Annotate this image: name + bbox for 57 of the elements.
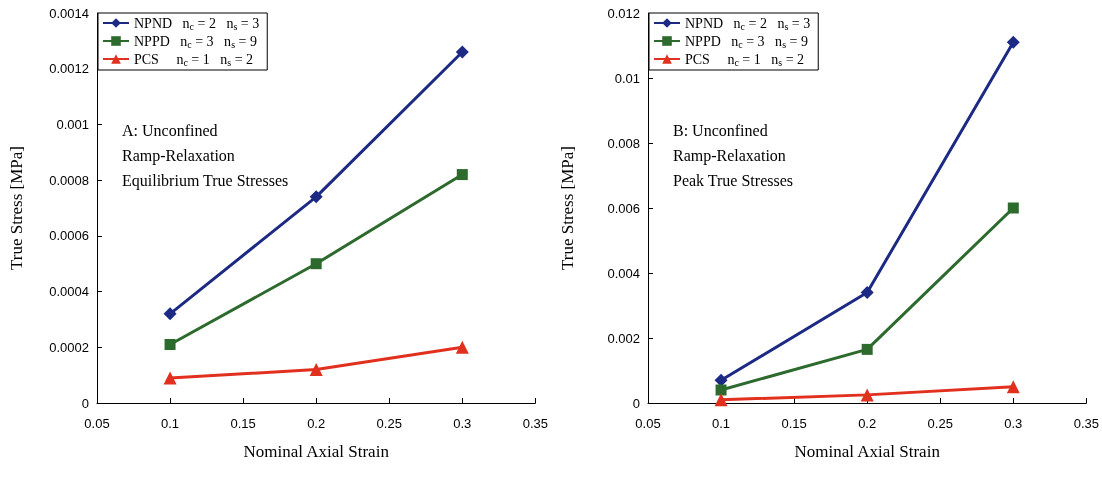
annotation: Peak True Stresses	[673, 171, 794, 189]
y-axis-title: True Stress [MPa]	[558, 145, 577, 271]
y-axis-title: True Stress [MPa]	[7, 145, 26, 271]
point	[455, 340, 469, 354]
y-tick-label: 0	[632, 395, 640, 411]
y-tick-label: 0.0008	[49, 172, 89, 188]
annotation: A: Unconfined	[122, 121, 218, 139]
point	[860, 388, 874, 402]
point	[163, 307, 177, 321]
x-tick-label: 0.35	[1073, 416, 1100, 431]
point	[1006, 380, 1020, 394]
point	[163, 371, 177, 385]
point	[309, 363, 323, 377]
x-tick-label: 0.15	[230, 416, 256, 431]
y-tick-label: 0.004	[607, 265, 640, 281]
annotation: Ramp-Relaxation	[673, 146, 786, 165]
y-tick-label: 0.0002	[49, 339, 89, 355]
y-tick-label: 0.006	[607, 200, 640, 216]
x-tick-label: 0.2	[858, 416, 877, 431]
annotation: Equilibrium True Stresses	[122, 171, 289, 190]
point	[456, 169, 468, 181]
y-tick-label: 0.001	[56, 116, 89, 132]
point	[455, 45, 469, 59]
x-tick-label: 0.3	[453, 416, 472, 431]
y-tick-label: 0.002	[607, 330, 640, 346]
x-tick-label: 0.05	[635, 416, 661, 431]
point	[1006, 35, 1020, 49]
x-tick-label: 0.1	[712, 416, 731, 431]
point	[714, 373, 728, 387]
x-tick-label: 0.1	[161, 416, 180, 431]
point	[1007, 202, 1019, 214]
point	[860, 286, 874, 299]
x-tick-label: 0.25	[927, 416, 953, 431]
annotation: B: Unconfined	[673, 121, 768, 139]
y-tick-label: 0	[81, 395, 89, 411]
y-tick-label: 0.0004	[49, 284, 89, 300]
point	[309, 190, 323, 204]
y-tick-label: 0.0014	[49, 5, 89, 21]
annotation: Ramp-Relaxation	[122, 146, 235, 165]
x-tick-label: 0.3	[1004, 416, 1023, 431]
y-tick-label: 0.0006	[49, 228, 89, 244]
x-tick-label: 0.2	[307, 416, 326, 431]
point	[861, 343, 873, 355]
point	[310, 258, 322, 270]
x-tick-label: 0.25	[376, 416, 402, 431]
x-axis-title: Nominal Axial Strain	[794, 442, 941, 461]
x-tick-label: 0.35	[522, 416, 549, 431]
point	[164, 339, 176, 350]
x-tick-label: 0.15	[781, 416, 807, 431]
y-tick-label: 0.0012	[49, 61, 89, 77]
y-tick-label: 0.01	[614, 70, 640, 86]
x-axis-title: Nominal Axial Strain	[243, 442, 390, 461]
y-tick-label: 0.012	[607, 5, 640, 21]
x-tick-label: 0.05	[84, 416, 110, 431]
y-tick-label: 0.008	[607, 135, 640, 151]
point	[715, 384, 727, 396]
point	[714, 393, 728, 407]
